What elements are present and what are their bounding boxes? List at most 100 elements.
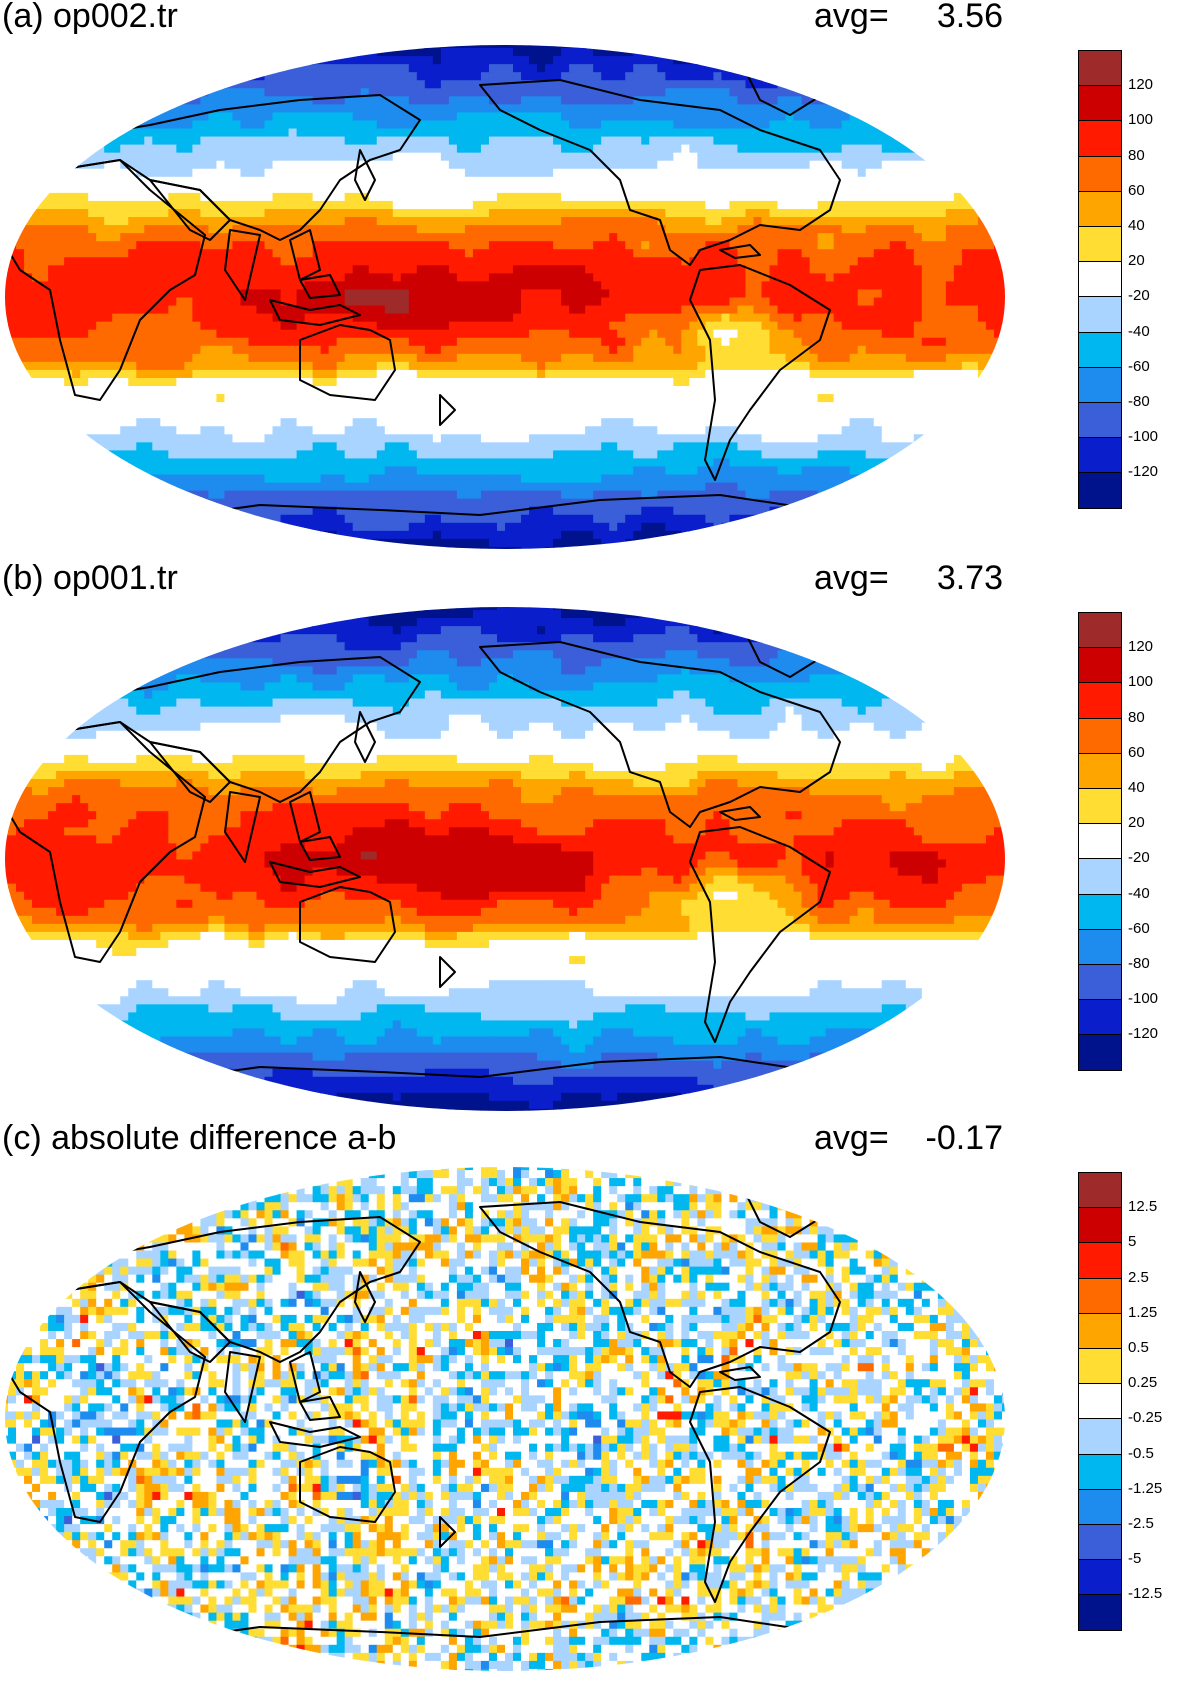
grid-cell <box>184 233 193 242</box>
grid-cell <box>176 168 185 178</box>
grid-cell <box>849 386 859 395</box>
grid-cell <box>529 337 538 347</box>
grid-cell <box>633 257 642 266</box>
grid-cell <box>264 144 274 154</box>
grid-cell <box>729 168 739 178</box>
grid-cell <box>585 297 594 307</box>
grid-cell <box>617 160 626 170</box>
grid-cell <box>729 72 739 81</box>
grid-cell <box>673 233 682 242</box>
grid-cell <box>961 337 971 347</box>
grid-cell <box>184 313 193 323</box>
grid-cell <box>400 273 410 283</box>
grid-cell <box>713 152 723 162</box>
grid-cell <box>873 225 883 234</box>
grid-cell <box>328 289 338 299</box>
grid-cell <box>785 273 795 283</box>
grid-cell <box>368 128 378 138</box>
grid-cell <box>416 281 426 291</box>
grid-cell <box>801 329 811 339</box>
grid-cell <box>400 192 410 202</box>
grid-cell <box>112 136 121 146</box>
grid-cell <box>657 257 666 266</box>
grid-cell <box>897 265 907 274</box>
grid-cell <box>809 128 819 138</box>
grid-cell <box>793 136 803 146</box>
grid-cell <box>112 265 121 274</box>
grid-cell <box>400 96 410 105</box>
grid-cell <box>585 120 594 130</box>
grid-cell <box>793 176 803 186</box>
grid-cell <box>633 361 642 371</box>
grid-cell <box>304 120 314 130</box>
grid-cell <box>456 377 466 387</box>
grid-cell <box>833 112 843 122</box>
grid-cell <box>913 377 923 387</box>
grid-cell <box>192 313 201 323</box>
grid-cell <box>865 281 875 291</box>
grid-cell <box>120 321 129 331</box>
grid-cell <box>496 88 506 97</box>
grid-cell <box>673 48 682 57</box>
grid-cell <box>400 345 410 355</box>
grid-cell <box>641 337 650 347</box>
grid-cell <box>657 386 666 395</box>
grid-cell <box>312 241 322 250</box>
grid-cell <box>665 48 674 57</box>
grid-cell <box>513 257 522 266</box>
grid-cell <box>705 361 715 371</box>
grid-cell <box>208 289 218 299</box>
grid-cell <box>921 369 931 379</box>
grid-cell <box>729 289 739 299</box>
grid-cell <box>561 345 570 355</box>
grid-cell <box>40 377 49 387</box>
grid-cell <box>48 281 57 291</box>
grid-cell <box>929 265 939 274</box>
grid-cell <box>416 208 426 218</box>
grid-cell <box>264 289 274 299</box>
grid-cell <box>793 249 803 258</box>
grid-cell <box>480 289 490 299</box>
grid-cell <box>104 144 113 154</box>
grid-cell <box>296 136 306 146</box>
grid-cell <box>256 112 266 122</box>
grid-cell <box>777 217 787 226</box>
grid-cell <box>905 321 915 331</box>
grid-cell <box>344 273 354 283</box>
grid-cell <box>56 369 65 379</box>
grid-cell <box>705 257 715 266</box>
grid-cell <box>152 265 161 274</box>
grid-cell <box>360 273 370 283</box>
grid-cell <box>737 321 747 331</box>
grid-cell <box>368 361 378 371</box>
grid-cell <box>705 88 715 97</box>
grid-cell <box>961 289 971 299</box>
grid-cell <box>561 249 570 258</box>
grid-cell <box>400 225 410 234</box>
grid-cell <box>641 241 650 250</box>
grid-cell <box>825 136 835 146</box>
grid-cell <box>585 104 594 114</box>
grid-cell <box>480 112 490 122</box>
grid-cell <box>953 305 963 315</box>
grid-cell <box>521 104 530 114</box>
grid-cell <box>216 321 226 331</box>
grid-cell <box>953 313 963 323</box>
grid-cell <box>753 361 763 371</box>
grid-cell <box>601 184 610 194</box>
grid-cell <box>472 369 482 379</box>
grid-cell <box>224 80 234 89</box>
grid-cell <box>32 233 41 242</box>
grid-cell <box>585 345 594 355</box>
grid-cell <box>713 72 723 81</box>
grid-cell <box>432 394 442 403</box>
grid-cell <box>513 128 522 138</box>
grid-cell <box>561 88 570 97</box>
grid-cell <box>152 257 161 266</box>
grid-cell <box>392 176 402 186</box>
grid-cell <box>456 56 466 65</box>
grid-cell <box>496 104 506 114</box>
grid-cell <box>272 386 282 395</box>
grid-cell <box>953 241 963 250</box>
grid-cell <box>376 345 386 355</box>
